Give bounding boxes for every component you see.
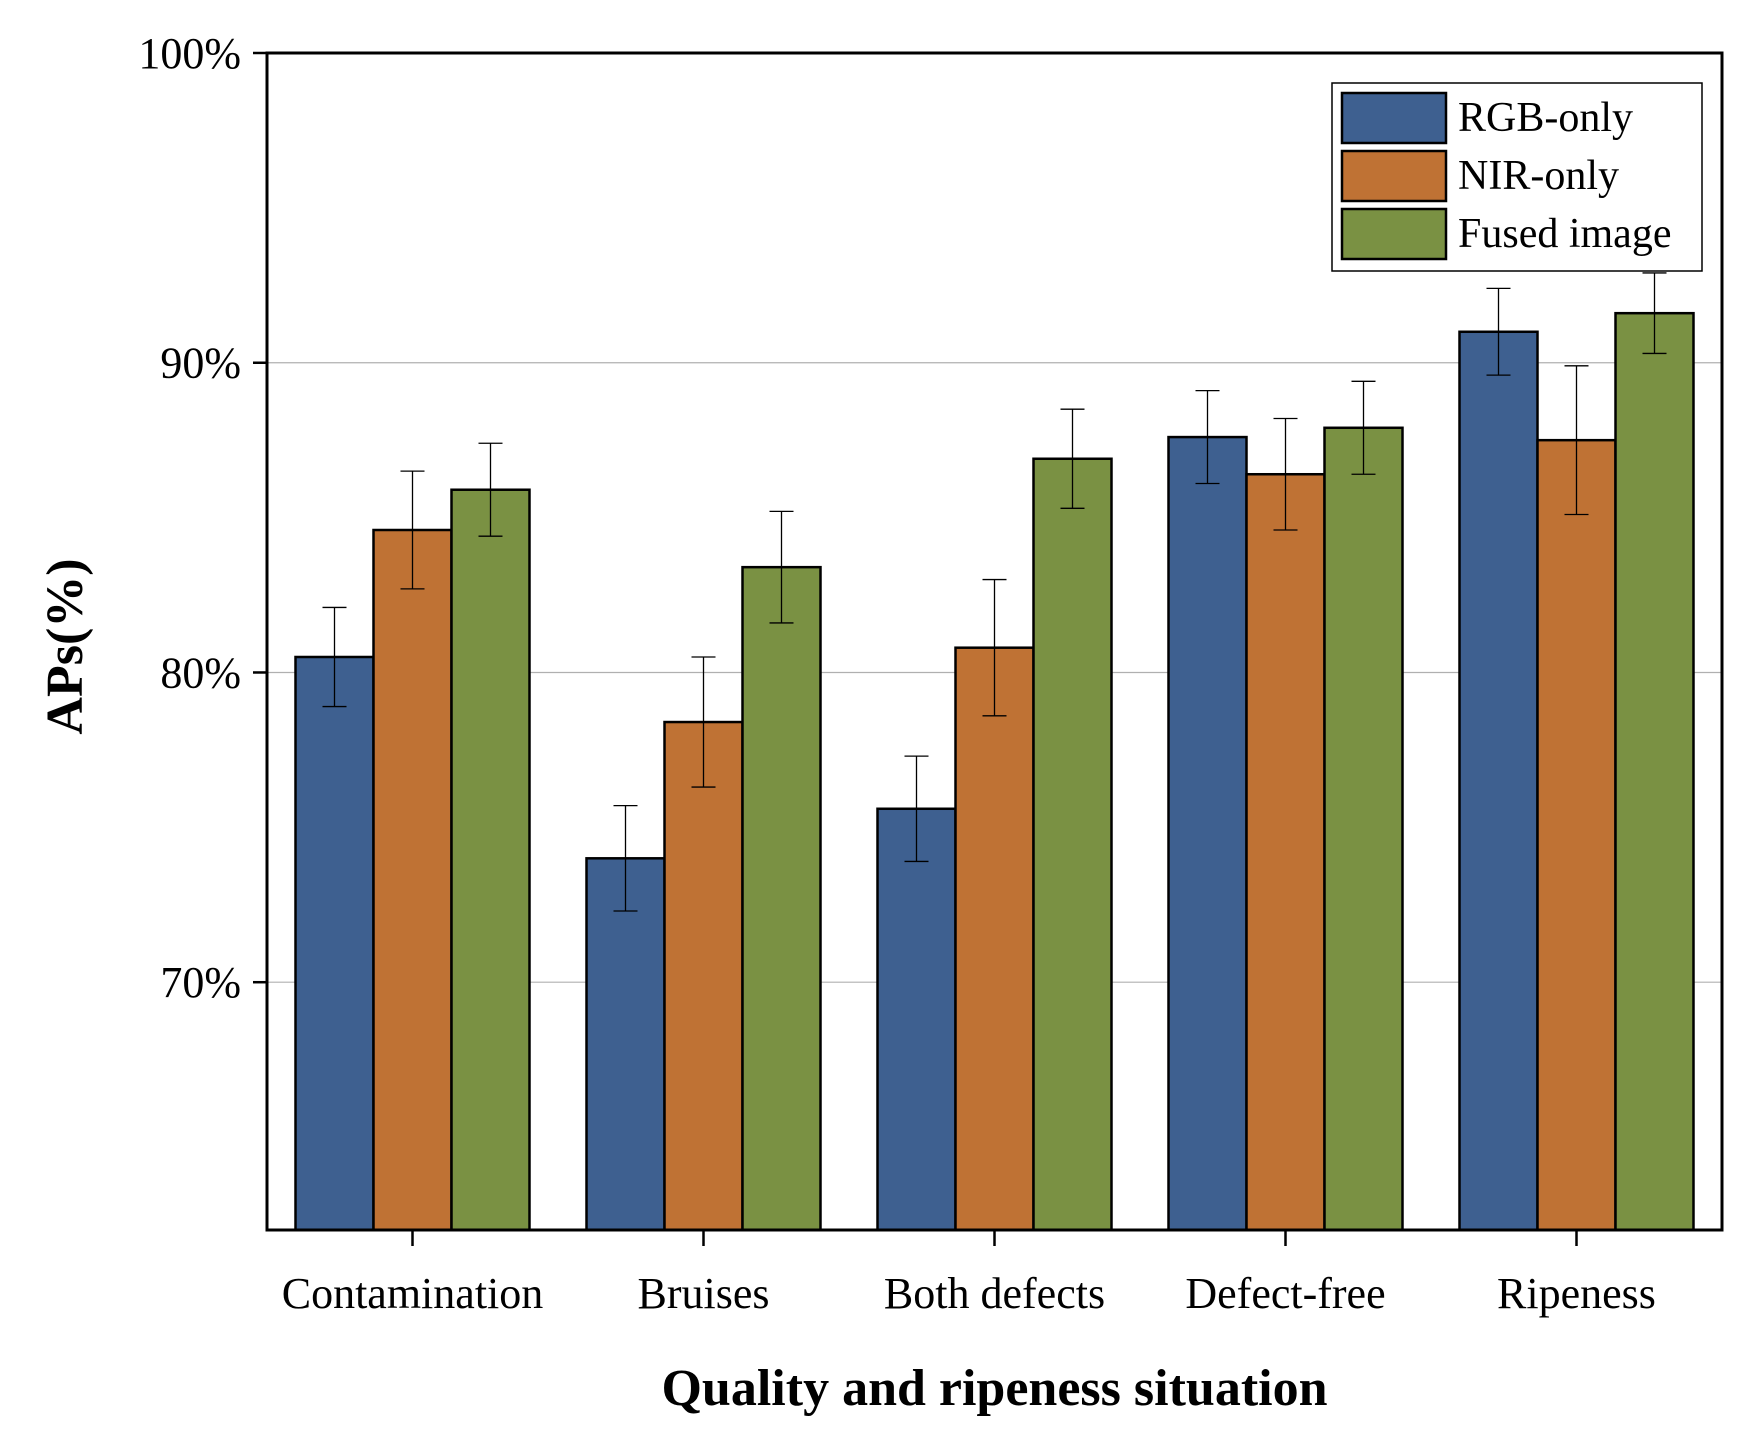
bar (1614, 311, 1695, 1232)
legend-label: NIR-only (1458, 153, 1619, 199)
legend: RGB-only NIR-only Fused image (1331, 82, 1703, 272)
legend-label: Fused image (1458, 211, 1671, 257)
error-bars (322, 272, 1667, 912)
axes: 70% 80% 90% 100% Contamination Bruises Both de… (138, 29, 1724, 1318)
bars (294, 311, 1695, 1232)
y-tick-label: 90% (160, 339, 241, 388)
legend-label: RGB-only (1458, 95, 1633, 141)
y-tick-label: 70% (160, 958, 241, 1007)
legend-swatch (1340, 91, 1448, 145)
bar (741, 565, 822, 1232)
plot-frame (265, 51, 1724, 1232)
bar (1245, 472, 1326, 1232)
x-axis-title: Quality and ripeness situation (661, 1360, 1327, 1417)
bar (663, 720, 744, 1232)
bar (372, 528, 453, 1232)
y-axis-title: APs(%) (37, 558, 94, 734)
legend-swatch (1340, 207, 1448, 261)
x-tick-label: Contamination (282, 1269, 544, 1318)
axis-labels: Quality and ripeness situation APs(%) (37, 558, 1328, 1417)
bar (1323, 426, 1404, 1232)
y-tick-label: 80% (160, 648, 241, 697)
y-tick-label: 100% (138, 29, 241, 78)
bar (1167, 435, 1248, 1232)
bar (1032, 457, 1113, 1232)
bar (1458, 330, 1539, 1232)
bar (1536, 438, 1617, 1232)
legend-swatch (1340, 149, 1448, 203)
x-tick-label: Bruises (638, 1269, 770, 1318)
x-tick-label: Defect-free (1185, 1269, 1385, 1318)
bar (954, 646, 1035, 1232)
bar (876, 807, 957, 1232)
x-tick-label: Ripeness (1497, 1269, 1656, 1318)
bar (450, 488, 531, 1232)
x-tick-label: Both defects (884, 1269, 1105, 1318)
bar (585, 857, 666, 1232)
bar (294, 655, 375, 1232)
